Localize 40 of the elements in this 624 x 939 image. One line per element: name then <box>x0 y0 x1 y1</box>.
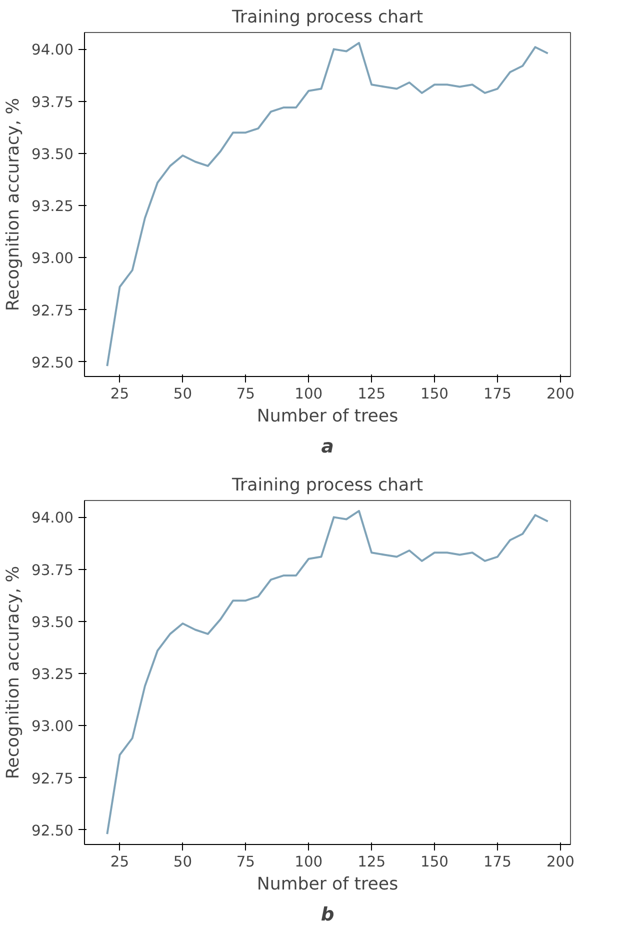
x-tick-label: 150 <box>420 854 449 870</box>
y-tick-label: 93.75 <box>32 94 74 111</box>
chart-title: Training process chart <box>230 476 424 496</box>
y-tick-label: 92.50 <box>32 822 74 840</box>
y-tick-label: 92.75 <box>32 770 74 788</box>
x-axis-title: Number of trees <box>256 874 398 894</box>
x-tick-label: 75 <box>236 386 255 402</box>
y-tick-label: 93.75 <box>32 562 74 579</box>
y-tick-label: 92.75 <box>32 302 74 320</box>
text: a <box>321 436 334 458</box>
x-tick-label: 100 <box>294 386 323 402</box>
y-tick-label: 93.25 <box>32 198 74 216</box>
y-tick-label: 94.00 <box>32 42 74 59</box>
x-tick-label: 150 <box>420 386 449 402</box>
y-tick-label: 92.50 <box>32 354 74 372</box>
x-tick-label: 25 <box>110 854 130 870</box>
x-tick-label: 200 <box>546 854 574 870</box>
y-tick-label: 93.25 <box>32 666 74 684</box>
x-axis-title: Number of trees <box>256 406 398 426</box>
x-tick-label: 125 <box>358 854 386 870</box>
x-tick-label: 50 <box>173 854 192 870</box>
y-tick-label: 93.00 <box>32 718 74 736</box>
x-tick-label: 175 <box>483 386 512 402</box>
y-tick-label: 93.50 <box>32 146 74 163</box>
x-tick-label: 25 <box>110 386 130 402</box>
x-tick-label: 125 <box>358 386 386 402</box>
line-series <box>106 42 549 368</box>
line-series <box>106 510 549 836</box>
x-tick-label: 50 <box>173 386 192 402</box>
y-tick-label: 93.50 <box>32 614 74 631</box>
y-tick-label: 94.00 <box>32 510 74 527</box>
chart-title: Training process chart <box>230 8 424 28</box>
x-tick-label: 175 <box>483 854 512 870</box>
x-tick-label: 75 <box>236 854 255 870</box>
y-tick-label: 93.00 <box>32 250 74 268</box>
text: b <box>320 904 334 926</box>
x-tick-label: 100 <box>294 854 323 870</box>
y-axis-title: Recognition accuracy, % <box>4 98 24 312</box>
y-axis-title: Recognition accuracy, % <box>4 566 24 780</box>
x-tick-label: 200 <box>546 386 574 402</box>
